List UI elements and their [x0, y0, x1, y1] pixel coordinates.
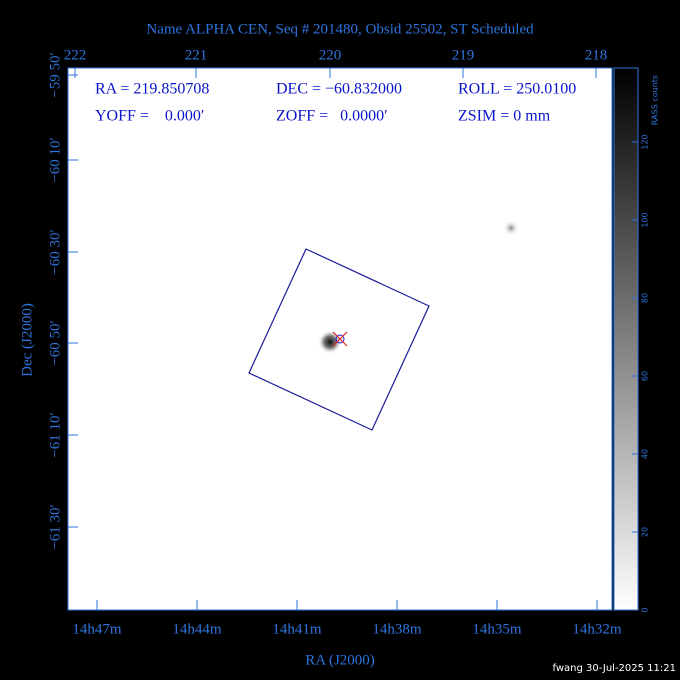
- colorbar-tick-label: 60: [641, 371, 650, 381]
- top-tick-label: 220: [319, 47, 342, 63]
- top-tick-label: 219: [452, 47, 475, 63]
- left-tick-label: −60 50′: [47, 320, 63, 366]
- left-tick-label: −60 30′: [47, 229, 63, 275]
- target-circle: [335, 334, 345, 344]
- bottom-tick-label: 14h35m: [472, 621, 522, 637]
- source-secondary: [503, 220, 519, 236]
- top-tick-label: 218: [585, 47, 608, 63]
- detector-footprint: [248, 248, 430, 431]
- info-text: DEC = −60.832000: [276, 81, 402, 98]
- info-text: YOFF = 0.000′: [95, 108, 204, 125]
- colorbar-tick-label: 0: [641, 607, 650, 612]
- bottom-tick-label: 14h32m: [572, 621, 622, 637]
- info-text: ZSIM = 0 mm: [458, 108, 551, 125]
- bottom-tick-label: 14h47m: [72, 621, 122, 637]
- colorbar-tick-label: 80: [641, 293, 650, 303]
- colorbar: [613, 67, 639, 611]
- bottom-tick-label: 14h38m: [372, 621, 422, 637]
- source-alpha-cen: [318, 330, 342, 354]
- info-text: ROLL = 250.0100: [458, 81, 576, 98]
- left-tick-label: −61 30′: [47, 504, 63, 550]
- left-tick-label: −60 10′: [47, 137, 63, 183]
- colorbar-tick-label: 120: [641, 134, 650, 149]
- info-text: ZOFF = 0.0000′: [276, 108, 388, 125]
- title: Name ALPHA CEN, Seq # 201480, Obsid 2550…: [146, 21, 534, 37]
- top-tick-label: 222: [64, 47, 87, 63]
- bottom-tick-label: 14h44m: [172, 621, 222, 637]
- y-axis-title: Dec (J2000): [19, 303, 35, 377]
- top-tick-label: 221: [185, 47, 208, 63]
- colorbar-tick-label: 40: [641, 449, 650, 459]
- left-tick-label: −61 10′: [47, 412, 63, 458]
- info-text: RA = 219.850708: [95, 81, 209, 98]
- colorbar-tick-label: 20: [641, 527, 650, 537]
- x-axis-title: RA (J2000): [305, 652, 375, 668]
- left-tick-label: −59 50′: [47, 52, 63, 98]
- footer: fwang 30-Jul-2025 11:21: [552, 663, 676, 674]
- target-cross: [332, 331, 348, 347]
- colorbar-label: RASS counts: [651, 75, 660, 125]
- colorbar-tick-label: 100: [641, 212, 650, 227]
- bottom-tick-label: 14h41m: [272, 621, 322, 637]
